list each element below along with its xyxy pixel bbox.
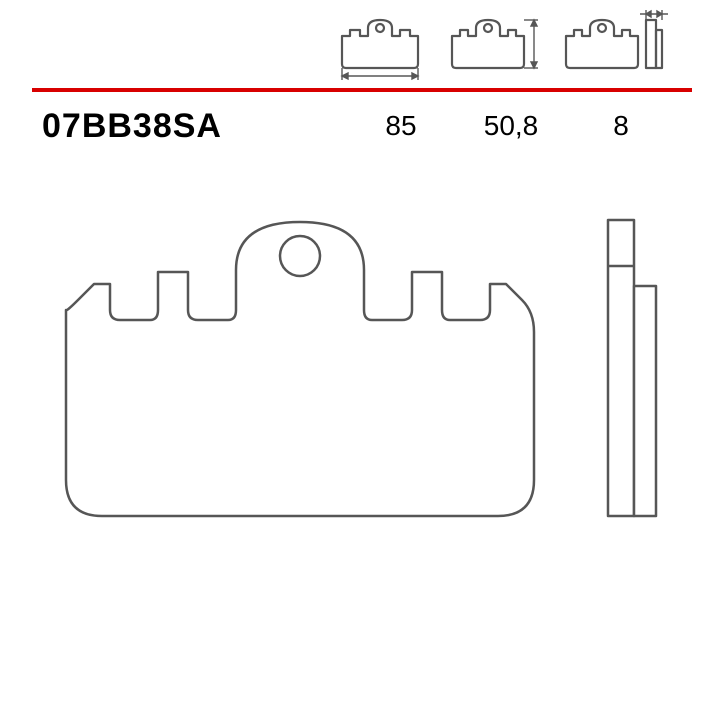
brake-pad-side-diagram [600,200,670,530]
brake-pad-front-diagram [50,200,550,530]
dimension-width-value: 85 [356,110,446,142]
dimension-height-value: 50,8 [466,110,556,142]
thickness-dimension-icon [558,6,688,82]
separator-line [32,88,692,92]
spec-row: 07BB38SA 85 50,8 8 [0,104,724,148]
height-dimension-icon [444,6,544,82]
dimension-thickness-value: 8 [576,110,666,142]
width-dimension-icon [330,6,430,82]
product-spec-card: 07BB38SA 85 50,8 8 [0,0,724,724]
part-number: 07BB38SA [42,107,222,146]
